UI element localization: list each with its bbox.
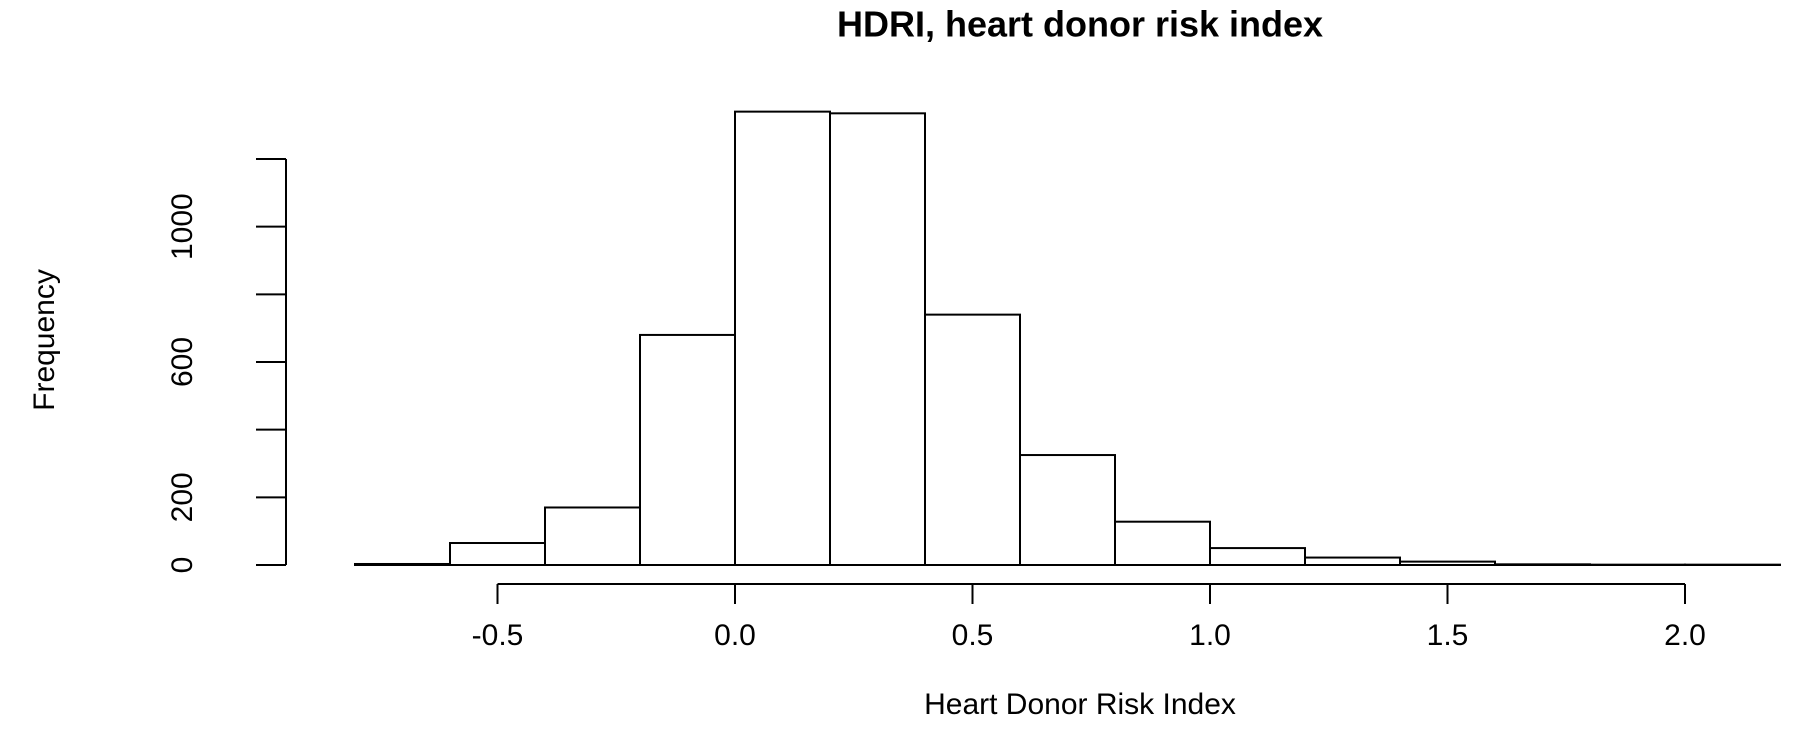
- bar: [829, 112, 926, 566]
- y-tick-label: 200: [166, 472, 199, 522]
- bar: [449, 542, 546, 567]
- bar: [544, 506, 641, 567]
- x-tick-label: 0.0: [714, 619, 756, 652]
- bar: [734, 110, 831, 566]
- x-tick-label: -0.5: [472, 619, 524, 652]
- bar: [1304, 556, 1401, 566]
- x-tick-label: 1.5: [1427, 619, 1469, 652]
- bar: [354, 562, 451, 566]
- bar: [1019, 454, 1116, 566]
- y-tick-label: 1000: [166, 193, 199, 260]
- x-tick-label: 1.0: [1189, 619, 1231, 652]
- x-tick-label: 0.5: [952, 619, 994, 652]
- bar: [924, 313, 1021, 566]
- bar: [1114, 520, 1211, 567]
- bar: [1209, 547, 1306, 566]
- x-axis-label: Heart Donor Risk Index: [924, 688, 1236, 721]
- y-tick-label: 600: [166, 337, 199, 387]
- y-axis-label: Frequency: [28, 269, 61, 411]
- y-tick-label: 0: [166, 557, 199, 574]
- bar: [1399, 560, 1496, 566]
- x-tick-label: 2.0: [1664, 619, 1706, 652]
- bar: [639, 333, 736, 566]
- chart-title: HDRI, heart donor risk index: [837, 4, 1323, 45]
- bar: [1494, 563, 1591, 566]
